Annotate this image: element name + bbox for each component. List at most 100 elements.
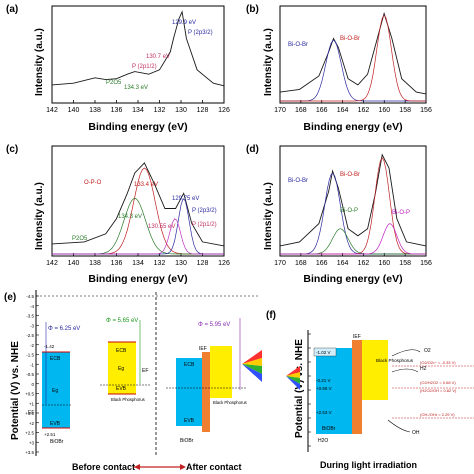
c-peak-label-7: 130.55 eV	[148, 224, 175, 230]
f-light-icon-4	[286, 376, 300, 390]
x-tick-label: 164	[337, 260, 349, 267]
e-bp-ef: EF	[142, 368, 148, 374]
xps-curve-c	[51, 162, 225, 247]
e-after-ecb: ECB	[184, 362, 195, 368]
c-peak-label-8: P (2p1/2)	[192, 222, 217, 228]
c-peak-label-5: 134.3 eV	[118, 214, 142, 220]
x-tick-label: 134	[132, 107, 144, 114]
fit-peak-d	[280, 223, 426, 255]
e-y-tick-label: -3	[30, 323, 34, 328]
a-peak-label-5: P2O5	[106, 80, 122, 86]
e-caption-after: After contact	[186, 462, 242, 472]
e-caption-arrowhead-right	[180, 464, 186, 470]
e-y-tick-label: +2.5	[25, 431, 34, 436]
e-after-evb: EVB	[184, 418, 195, 424]
panel-a: (a) Intensity (a.u.) 142 140 138 136 134 132 1…	[6, 4, 230, 133]
e-bioi-vb-val: +2.51	[44, 432, 56, 437]
e-y-tick-label: -4.5	[26, 294, 34, 299]
x-tick-label: 126	[218, 107, 230, 114]
e-y-tick-label: +0.5	[25, 392, 34, 397]
f-h2-label: H2	[420, 366, 427, 372]
c-peak-label-3: 129.75 eV	[172, 196, 199, 202]
x-tick-label: 130	[175, 107, 187, 114]
e-y-tick-label: +3.5	[25, 450, 34, 455]
f-oh-arrow	[387, 419, 411, 433]
panel-d-curves	[279, 153, 427, 255]
f-ref-3: (H2O2/OH = 0.82 V)	[420, 388, 457, 393]
e-phi-bp: Φ = 5.65 eV	[106, 318, 138, 324]
e-light-icon-2	[242, 358, 262, 366]
x-tick-label: 142	[46, 107, 58, 114]
e-after-bioi-name: BiOBr	[180, 438, 194, 444]
f-ref-2: (O2/H2O2 = 0.68 V)	[420, 380, 456, 385]
x-tick-label: 162	[358, 107, 370, 114]
panel-b-xlabel: Binding energy (eV)	[303, 121, 402, 133]
x-tick-label: 156	[420, 107, 432, 114]
a-peak-label-4: P (2p1/2)	[132, 64, 157, 70]
f-v-066: +0.66 V	[316, 386, 332, 391]
f-bp-band	[362, 340, 388, 400]
panel-e-yticks: -4.5 -4 -3.5 -3 -2.5 -2 -1.5 -1 -0.5 0 +0.5 +1 +1.5 +…	[25, 294, 39, 455]
f-ief-region	[352, 340, 362, 434]
x-tick-label: 160	[378, 107, 390, 114]
x-tick-label: 128	[197, 260, 209, 267]
panel-c-letter: (c)	[6, 144, 18, 155]
e-bp-eg: Eg	[118, 366, 124, 372]
xps-curve-a	[51, 10, 225, 87]
d-peak-label-4: Bi-O-P	[392, 210, 410, 216]
a-peak-label-3: 130.7 eV	[146, 54, 170, 60]
e-phi-bioi: Φ = 6.25 eV	[48, 326, 80, 332]
x-tick-label: 132	[154, 107, 166, 114]
panel-b-frame	[279, 5, 427, 104]
panel-a-letter: (a)	[6, 4, 18, 15]
b-peak-label-2: Bi-O-Br	[340, 36, 360, 42]
x-tick-label: 160	[378, 260, 390, 267]
f-o2-arrow	[391, 349, 421, 357]
f-v-top: -1.02 V	[316, 350, 331, 355]
a-peak-label-6: 134.3 eV	[124, 85, 148, 91]
x-tick-label: 140	[68, 107, 80, 114]
x-tick-label: 134	[132, 260, 144, 267]
e-y-tick-label: -4	[30, 304, 34, 309]
panel-d: (d) Intensity (a.u.) 170 168 166 164 162 160 1…	[246, 144, 432, 285]
e-ief-label: IEF	[199, 346, 207, 352]
e-bioi-band-before	[42, 352, 70, 428]
f-h2-arrow	[391, 368, 419, 373]
x-tick-label: 132	[154, 260, 166, 267]
e-y-tick-label: -1	[30, 362, 34, 367]
e-light-icon-4	[242, 364, 262, 382]
x-tick-label: 130	[175, 260, 187, 267]
panel-d-frame	[279, 145, 427, 257]
f-v-m021: -0.21 V	[316, 378, 331, 383]
panel-b-ylabel: Intensity (a.u.)	[263, 28, 274, 96]
panel-e: (e) Potential (V) vs. NHE -4.5 -4 -3.5 -3 -2…	[4, 290, 262, 472]
e-y-tick-label: +2	[29, 421, 35, 426]
e-bp-name: Black Phosphorus	[111, 397, 145, 402]
panel-c-curves	[51, 162, 225, 255]
xps-curve-d	[279, 153, 427, 247]
x-tick-label: 166	[316, 107, 328, 114]
e-y-tick-label: -2	[30, 343, 34, 348]
e-bp-band-before	[108, 342, 136, 394]
e-light-icon	[242, 350, 262, 364]
panel-d-xticks: 170 168 166 164 162 160 158 156	[274, 253, 432, 267]
d-peak-label-3: Bi-O-P	[340, 208, 358, 214]
e-caption-arrowhead-left	[134, 464, 140, 470]
x-tick-label: 168	[295, 260, 307, 267]
x-tick-label: 136	[111, 107, 123, 114]
f-caption: During light irradiation	[320, 460, 417, 470]
a-peak-label-2: P (2p3/2)	[188, 30, 213, 36]
e-bp-band-after	[210, 346, 232, 398]
e-bioi-name: BiOBr	[50, 439, 64, 445]
xps-curve-b	[279, 11, 427, 95]
x-tick-label: 158	[399, 260, 411, 267]
panel-e-ylabel: Potential (V) vs. NHE	[10, 341, 21, 440]
c-peak-label-6: P2O5	[72, 236, 88, 242]
panel-b-xticks: 170 168 166 164 162 160 158 156	[274, 100, 432, 114]
panel-b-letter: (b)	[246, 4, 259, 15]
e-y-tick-label: +3	[29, 440, 35, 445]
fit-peak-b	[280, 40, 426, 102]
c-peak-label-4: P (2p3/2)	[192, 208, 217, 214]
panel-a-xticks: 142 140 138 136 134 132 130 128 126	[46, 100, 230, 114]
panel-c-ylabel: Intensity (a.u.)	[34, 182, 45, 250]
